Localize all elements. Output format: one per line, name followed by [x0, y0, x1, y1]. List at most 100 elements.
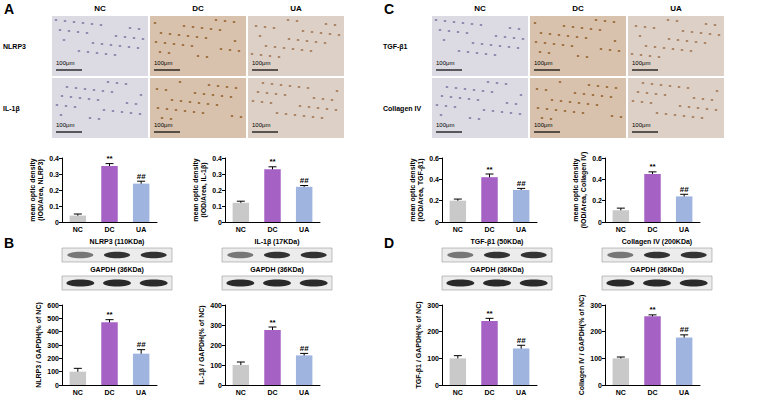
svg-text:UA: UA: [516, 226, 526, 233]
svg-text:IL-1β / GAPDH(% of NC): IL-1β / GAPDH(% of NC): [198, 305, 206, 384]
svg-text:0: 0: [435, 219, 439, 226]
svg-text:GAPDH (36KDa): GAPDH (36KDa): [90, 266, 144, 274]
svg-text:200: 200: [210, 342, 222, 349]
svg-text:0.2: 0.2: [592, 197, 602, 204]
svg-text:UA: UA: [299, 226, 309, 233]
svg-text:mean optic density: mean optic density: [29, 158, 37, 222]
svg-text:DC: DC: [484, 389, 494, 396]
svg-text:UA: UA: [679, 226, 689, 233]
svg-text:100: 100: [590, 355, 602, 362]
svg-text:0: 0: [218, 382, 222, 389]
svg-text:DC: DC: [647, 226, 657, 233]
svg-text:**: **: [106, 154, 113, 163]
svg-text:0.2: 0.2: [49, 187, 59, 194]
svg-text:NLRP3 (110KDa): NLRP3 (110KDa): [90, 238, 145, 246]
svg-text:DC: DC: [267, 389, 277, 396]
svg-text:300: 300: [427, 302, 439, 309]
svg-text:(IOD/Area, IL-1β): (IOD/Area, IL-1β): [200, 162, 208, 217]
svg-text:0: 0: [598, 219, 602, 226]
svg-text:0.3: 0.3: [49, 171, 59, 178]
svg-text:NLRP3 / GAPDH(% of NC): NLRP3 / GAPDH(% of NC): [35, 302, 43, 388]
svg-text:UA: UA: [670, 4, 682, 13]
svg-text:mean optic density: mean optic density: [572, 158, 580, 222]
svg-text:0.6: 0.6: [429, 155, 439, 162]
svg-text:**: **: [486, 165, 493, 174]
svg-text:##: ##: [137, 340, 146, 349]
svg-text:0.2: 0.2: [212, 187, 222, 194]
svg-text:0.4: 0.4: [592, 176, 602, 183]
svg-text:100μm: 100μm: [56, 122, 74, 128]
svg-text:100μm: 100μm: [534, 122, 552, 128]
svg-text:**: **: [106, 310, 113, 319]
svg-text:##: ##: [137, 172, 146, 181]
svg-text:Collagen IV / GAPDH(% of NC): Collagen IV / GAPDH(% of NC): [578, 295, 586, 396]
svg-text:NC: NC: [616, 389, 626, 396]
svg-text:300: 300: [590, 302, 602, 309]
svg-text:100μm: 100μm: [56, 60, 74, 66]
svg-text:**: **: [269, 318, 276, 327]
svg-text:NC: NC: [453, 226, 463, 233]
svg-text:200: 200: [590, 328, 602, 335]
svg-text:0.4: 0.4: [212, 155, 222, 162]
svg-text:##: ##: [680, 185, 689, 194]
svg-text:**: **: [269, 157, 276, 166]
svg-text:0.1: 0.1: [212, 203, 222, 210]
svg-text:300: 300: [47, 342, 59, 349]
svg-text:100μm: 100μm: [252, 122, 270, 128]
svg-text:UA: UA: [516, 389, 526, 396]
svg-text:DC: DC: [104, 389, 114, 396]
svg-text:DC: DC: [484, 226, 494, 233]
svg-text:**: **: [486, 309, 493, 318]
svg-text:C: C: [384, 1, 394, 17]
svg-text:100μm: 100μm: [632, 122, 650, 128]
svg-text:100μm: 100μm: [154, 60, 172, 66]
svg-text:GAPDH (36KDa): GAPDH (36KDa): [470, 266, 524, 274]
svg-text:200: 200: [47, 355, 59, 362]
svg-text:500: 500: [47, 315, 59, 322]
svg-text:NC: NC: [453, 389, 463, 396]
svg-text:NC: NC: [236, 389, 246, 396]
svg-text:DC: DC: [267, 226, 277, 233]
svg-text:100μm: 100μm: [534, 60, 552, 66]
svg-text:100μm: 100μm: [632, 60, 650, 66]
svg-text:100μm: 100μm: [252, 60, 270, 66]
svg-text:IL-1β: IL-1β: [3, 105, 20, 113]
svg-text:DC: DC: [647, 389, 657, 396]
svg-text:(IOD/Area, NLRP3): (IOD/Area, NLRP3): [37, 159, 45, 220]
svg-text:Collagen IV: Collagen IV: [383, 105, 421, 113]
svg-text:**: **: [649, 162, 656, 171]
svg-text:0.2: 0.2: [429, 197, 439, 204]
svg-text:0.6: 0.6: [592, 155, 602, 162]
svg-text:(IOD/Area, Collagen IV): (IOD/Area, Collagen IV): [580, 152, 588, 229]
svg-text:0.4: 0.4: [49, 155, 59, 162]
svg-text:100μm: 100μm: [436, 60, 454, 66]
svg-text:0: 0: [55, 219, 59, 226]
svg-text:TGF-β1: TGF-β1: [383, 43, 408, 51]
svg-text:100μm: 100μm: [154, 122, 172, 128]
svg-text:IL-1β (17KDa): IL-1β (17KDa): [254, 238, 299, 246]
svg-text:0: 0: [218, 219, 222, 226]
svg-text:DC: DC: [572, 4, 584, 13]
svg-text:GAPDH (36KDa): GAPDH (36KDa): [250, 266, 304, 274]
svg-text:NC: NC: [73, 226, 83, 233]
svg-text:400: 400: [47, 328, 59, 335]
svg-text:##: ##: [680, 325, 689, 334]
svg-text:##: ##: [300, 344, 309, 353]
svg-text:NC: NC: [616, 226, 626, 233]
svg-text:TGF-β1 (50KDa): TGF-β1 (50KDa): [471, 238, 524, 246]
svg-text:NC: NC: [73, 389, 83, 396]
svg-text:100: 100: [47, 368, 59, 375]
svg-text:##: ##: [300, 176, 309, 185]
svg-text:NLRP3: NLRP3: [3, 43, 26, 50]
svg-text:0.3: 0.3: [212, 171, 222, 178]
svg-text:UA: UA: [299, 389, 309, 396]
svg-text:0.4: 0.4: [429, 176, 439, 183]
svg-text:100: 100: [427, 355, 439, 362]
svg-text:##: ##: [517, 336, 526, 345]
svg-text:D: D: [384, 235, 394, 251]
svg-text:0.1: 0.1: [49, 203, 59, 210]
svg-text:UA: UA: [136, 226, 146, 233]
svg-text:Collagen IV (200KDa): Collagen IV (200KDa): [622, 238, 692, 246]
svg-text:**: **: [649, 305, 656, 314]
svg-text:mean optic density: mean optic density: [409, 158, 417, 222]
